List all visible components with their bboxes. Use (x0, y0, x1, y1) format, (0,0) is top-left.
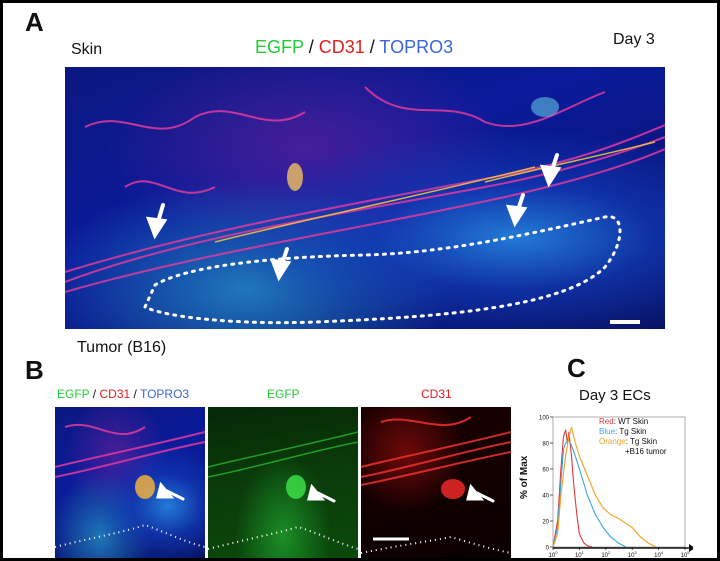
panel-b-egfp-micrograph (208, 407, 358, 558)
arrow-icon (307, 483, 336, 503)
y-tick-label: 40 (542, 494, 549, 500)
y-tick-label: 100 (539, 416, 550, 422)
panel-a-micrograph-overlay (65, 86, 665, 325)
legend-entry: Red: WT Skin (599, 417, 649, 426)
series-line (552, 429, 593, 548)
panel-a-skin-label: Skin (71, 41, 103, 58)
tumor-boundary (361, 535, 511, 554)
panel-a-stain-legend: EGFP / CD31 / TOPRO3 (255, 37, 453, 58)
x-tick-label: 105 (681, 550, 691, 559)
cell-body (135, 475, 155, 499)
cell-body (441, 479, 465, 499)
stain-separator: / (364, 37, 380, 57)
y-tick-label: 60 (542, 468, 549, 474)
y-tick-label: 80 (542, 442, 549, 448)
series-line (552, 426, 657, 548)
vessel-lines (361, 416, 511, 486)
panel-b-cd31-label: CD31 (421, 387, 452, 401)
panel-a-micrograph (65, 67, 665, 329)
panel-b-egfp-label: EGFP (267, 387, 300, 401)
tumor-boundary (55, 523, 205, 548)
legend-entry: +B16 tumor (625, 447, 667, 456)
stain-cd31-label: CD31 (99, 387, 131, 401)
plot-frame (552, 416, 686, 548)
y-tick-label: 0 (546, 546, 550, 552)
axis-arrow-icon (689, 544, 693, 552)
stain-topro3-label: TOPRO3 (379, 37, 454, 57)
tumor-boundary (208, 525, 358, 550)
arrow-icon (466, 483, 495, 503)
histogram-chart: 0 20 40 60 80 100 100 101 102 103 104 105 (533, 409, 693, 559)
vessel-lines (208, 431, 358, 478)
cell-body (286, 475, 306, 499)
stain-separator: / (89, 387, 100, 401)
panel-c-letter: C (567, 353, 586, 383)
x-tick-label: 100 (549, 550, 559, 559)
x-tick-label: 104 (654, 550, 664, 559)
panel-b-merge-micrograph (55, 407, 205, 558)
series-line (552, 439, 627, 548)
y-tick-label: 20 (542, 520, 549, 526)
panel-b-letter: B (25, 355, 44, 385)
legend-entry: Orange: Tg Skin (599, 437, 658, 446)
panel-b-cd31-micrograph (361, 407, 511, 558)
cell-body (531, 97, 559, 117)
vessel-lines (65, 86, 665, 293)
stain-separator: / (130, 387, 140, 401)
x-tick-label: 101 (575, 550, 585, 559)
tumor-boundary (143, 215, 622, 325)
panel-a-day-label: Day 3 (613, 31, 655, 48)
panel-c-title: Day 3 ECs (579, 387, 651, 404)
chart-y-axis-label: % of Max (519, 455, 530, 499)
stain-separator: / (303, 37, 319, 57)
panel-b-merge-label: EGFP / CD31 / TOPRO3 (57, 387, 189, 401)
panel-a-letter: A (25, 7, 44, 37)
colocalized-lines (214, 141, 656, 243)
cell-body (287, 163, 303, 191)
stain-topro3-label: TOPRO3 (139, 387, 190, 401)
stain-egfp-label: EGFP (255, 37, 304, 57)
arrow-icon (156, 481, 185, 501)
panel-a-tumor-label: Tumor (B16) (77, 339, 167, 356)
stain-egfp-label: EGFP (57, 387, 90, 401)
legend-entry: Blue: Tg Skin (599, 427, 647, 436)
chart-legend: Red: WT Skin Blue: Tg Skin Orange: Tg Sk… (599, 417, 667, 457)
arrow-icon (145, 153, 562, 282)
x-tick-label: 102 (601, 550, 611, 559)
stain-cd31-label: CD31 (318, 37, 365, 57)
histogram-svg: 0 20 40 60 80 100 100 101 102 103 104 105 (539, 416, 693, 559)
x-tick-label: 103 (628, 550, 638, 559)
vessel-lines (55, 423, 205, 478)
